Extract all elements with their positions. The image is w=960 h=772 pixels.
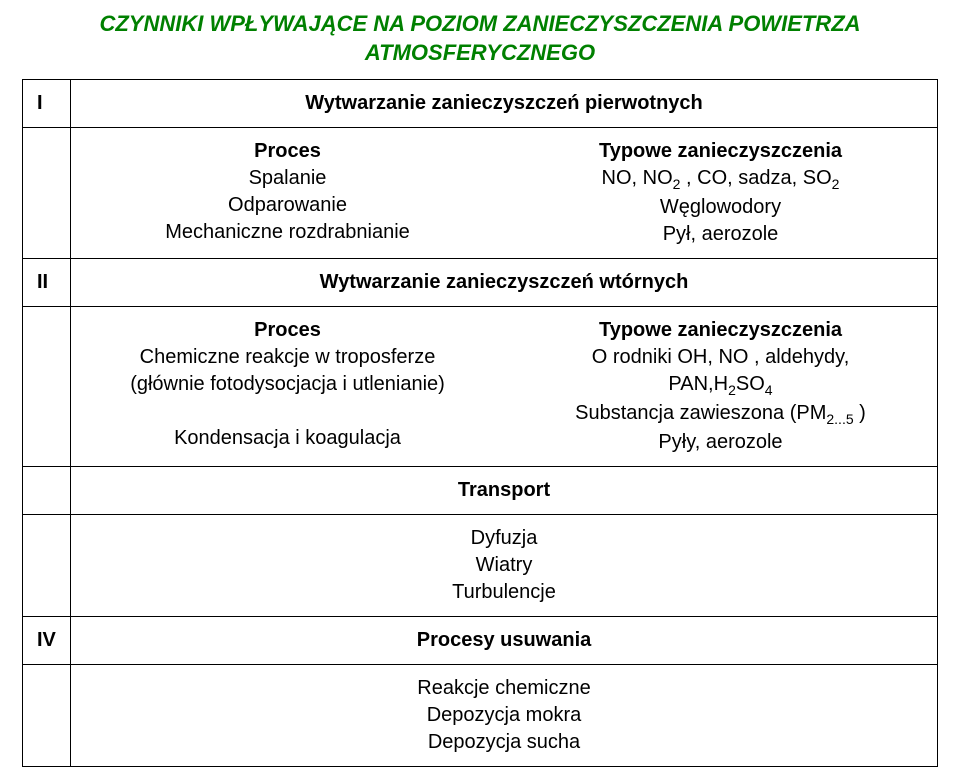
r2r1s2: 2 (832, 176, 840, 192)
col-right-1: Typowe zanieczyszczenia NO, NO 2 , CO, sa… (504, 128, 937, 258)
col-right-2: Typowe zanieczyszczenia O rodniki OH, NO… (504, 307, 937, 466)
r4r2s1: 2 (728, 382, 736, 398)
col-left-1: Proces Spalanie Odparowanie Mechaniczne … (71, 128, 504, 258)
left-l1-1: Spalanie (89, 165, 486, 192)
r8-l3: Depozycja sucha (85, 729, 923, 756)
right-head-2: Typowe zanieczyszczenia (522, 317, 919, 344)
factors-table: I Wytwarzanie zanieczyszczeń pierwotnych… (22, 79, 938, 767)
r4r3s: 2...5 (826, 411, 853, 427)
roman-empty-4 (23, 514, 71, 616)
r8-l1: Reakcje chemiczne (85, 675, 923, 702)
r4r2b: SO (736, 373, 765, 395)
left-l2-1: Odparowanie (89, 192, 486, 219)
r6-l3: Turbulencje (85, 579, 923, 606)
content-2: Proces Chemiczne reakcje w troposferze (… (71, 307, 938, 467)
col-left-2: Proces Chemiczne reakcje w troposferze (… (71, 307, 504, 466)
row-section-2: II Wytwarzanie zanieczyszczeń wtórnych (23, 259, 938, 307)
r2r1b: , CO, sadza, SO (680, 167, 831, 189)
content-3: Dyfuzja Wiatry Turbulencje (71, 514, 938, 616)
row-content-4: Reakcje chemiczne Depozycja mokra Depozy… (23, 664, 938, 766)
right-l1-1: NO, NO2 , CO, sadza, SO2 (522, 165, 919, 194)
roman-1: I (23, 80, 71, 128)
left-l2-2: (głównie fotodysocjacja i utlenianie) (89, 371, 486, 398)
roman-empty-2 (23, 307, 71, 467)
row-section-3: Transport (23, 466, 938, 514)
right-l3-1: Pył, aerozole (522, 221, 919, 248)
page-title: CZYNNIKI WPŁYWAJĄCE NA POZIOM ZANIECZYSZ… (22, 10, 938, 67)
section-header-4: Procesy usuwania (71, 616, 938, 664)
left-l3-2 (89, 398, 486, 425)
roman-empty-5 (23, 664, 71, 766)
r8-l2: Depozycja mokra (85, 702, 923, 729)
row-content-3: Dyfuzja Wiatry Turbulencje (23, 514, 938, 616)
left-l4-2: Kondensacja i koagulacja (89, 425, 486, 452)
right-l2-2: PAN,H2SO4 (522, 371, 919, 400)
r4r3b: ) (854, 402, 866, 424)
right-l4-2: Pyły, aerozole (522, 429, 919, 456)
row-content-1: Proces Spalanie Odparowanie Mechaniczne … (23, 128, 938, 259)
roman-4: IV (23, 616, 71, 664)
roman-empty-1 (23, 128, 71, 259)
r4r2s2: 4 (765, 382, 773, 398)
left-head-1: Proces (89, 138, 486, 165)
right-l3-2: Substancja zawieszona (PM2...5 ) (522, 400, 919, 429)
roman-2: II (23, 259, 71, 307)
row-section-1: I Wytwarzanie zanieczyszczeń pierwotnych (23, 80, 938, 128)
left-l3-1: Mechaniczne rozdrabnianie (89, 219, 486, 246)
row-section-4: IV Procesy usuwania (23, 616, 938, 664)
right-l1-2: O rodniki OH, NO , aldehydy, (522, 344, 919, 371)
r4r2a: PAN,H (668, 373, 728, 395)
title-line-1: CZYNNIKI WPŁYWAJĄCE NA POZIOM ZANIECZYSZ… (99, 11, 860, 36)
r2r1a: NO, NO (602, 167, 673, 189)
right-l2-1: Węglowodory (522, 194, 919, 221)
left-l1-2: Chemiczne reakcje w troposferze (89, 344, 486, 371)
row-content-2: Proces Chemiczne reakcje w troposferze (… (23, 307, 938, 467)
left-head-2: Proces (89, 317, 486, 344)
r6-l1: Dyfuzja (85, 525, 923, 552)
section-header-1: Wytwarzanie zanieczyszczeń pierwotnych (71, 80, 938, 128)
content-4: Reakcje chemiczne Depozycja mokra Depozy… (71, 664, 938, 766)
right-head-1: Typowe zanieczyszczenia (522, 138, 919, 165)
title-line-2: ATMOSFERYCZNEGO (365, 40, 595, 65)
r6-l2: Wiatry (85, 552, 923, 579)
section-header-3: Transport (71, 466, 938, 514)
r4r3a: Substancja zawieszona (PM (575, 402, 826, 424)
roman-empty-3 (23, 466, 71, 514)
content-1: Proces Spalanie Odparowanie Mechaniczne … (71, 128, 938, 259)
section-header-2: Wytwarzanie zanieczyszczeń wtórnych (71, 259, 938, 307)
